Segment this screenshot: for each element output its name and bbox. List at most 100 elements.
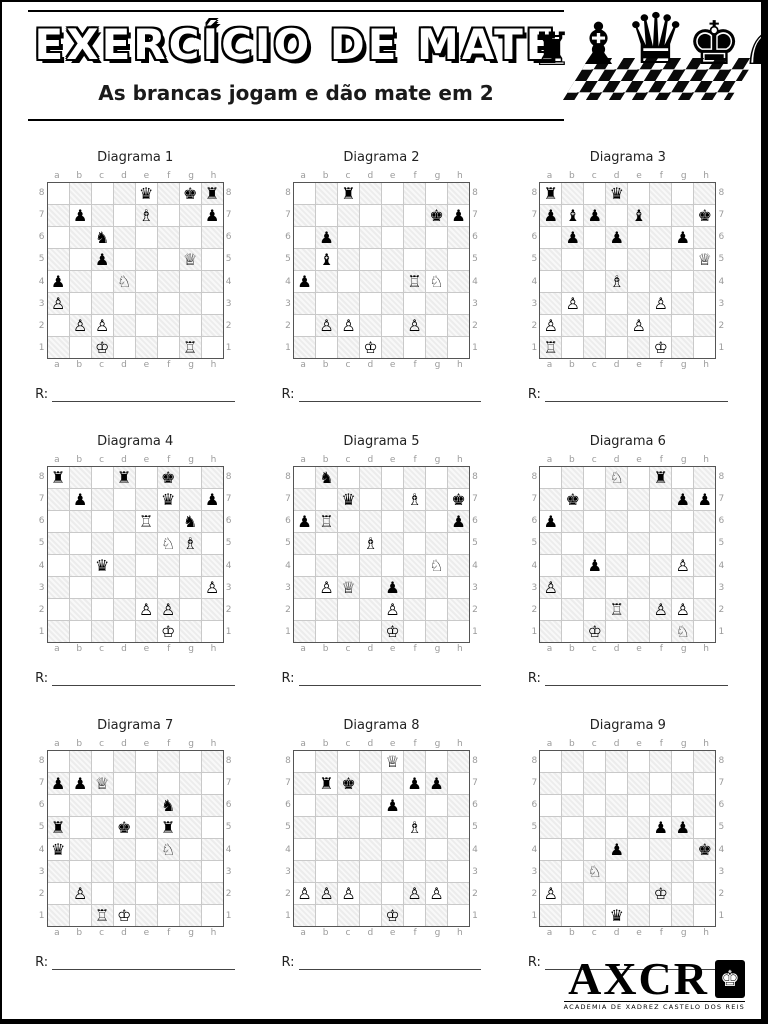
square-d4	[113, 555, 135, 576]
file-label: e	[636, 644, 642, 654]
square-g4	[179, 555, 201, 576]
chess-board: ♟ ♟ ♟ ♚ ♘ ♙ ♔ ♛	[539, 750, 717, 927]
answer-label: R:	[527, 387, 541, 402]
square-c5	[91, 817, 113, 838]
rank-label: 5	[531, 538, 538, 549]
square-c7	[91, 489, 113, 510]
answer-blank-line	[298, 671, 482, 686]
rank-label: 7	[531, 210, 538, 221]
square-g4	[672, 271, 694, 292]
square-f1	[650, 621, 672, 642]
square-a6: ♟	[540, 511, 562, 532]
square-a7: ♟	[540, 205, 562, 226]
file-label: a	[300, 171, 306, 181]
square-c2: ♙	[91, 315, 113, 336]
file-labels: a b c d e f g h	[538, 928, 717, 938]
answer-row: R:	[528, 671, 728, 686]
square-e2: ♙	[135, 599, 157, 620]
square-b3: ♙	[562, 293, 584, 314]
square-d4	[606, 555, 628, 576]
square-g8	[672, 467, 694, 488]
square-b2	[315, 599, 337, 620]
square-a5	[540, 817, 562, 838]
file-label: f	[167, 928, 171, 938]
square-g2	[672, 883, 694, 904]
piece-white-rook: ♖	[543, 337, 558, 357]
square-d5	[606, 817, 628, 838]
file-label: e	[143, 360, 150, 370]
file-label: g	[434, 360, 441, 370]
square-c8	[91, 751, 113, 772]
rank-label: 5	[718, 254, 725, 265]
piece-black-pawn: ♟	[675, 489, 690, 509]
square-c3	[91, 861, 113, 882]
square-d2	[113, 599, 135, 620]
file-label: c	[99, 360, 105, 370]
square-e2	[628, 599, 650, 620]
piece-white-pawn: ♙	[319, 315, 334, 335]
square-f8	[650, 183, 672, 204]
square-f3	[403, 293, 425, 314]
file-label: f	[413, 171, 417, 181]
square-g4	[425, 839, 447, 860]
square-d7	[359, 773, 381, 794]
square-a2	[293, 315, 315, 336]
piece-black-rook: ♜	[653, 467, 668, 487]
square-b7	[315, 489, 337, 510]
square-h6	[447, 795, 469, 816]
square-b3	[69, 861, 91, 882]
square-g1	[672, 337, 694, 358]
rank-label: 1	[285, 626, 291, 637]
square-a4	[293, 555, 315, 576]
file-label: b	[322, 455, 329, 465]
file-label: h	[456, 928, 463, 938]
piece-black-king: ♚	[160, 467, 176, 487]
piece-black-rook: ♜	[116, 467, 132, 487]
file-labels: a b c d e f g h	[46, 360, 225, 370]
piece-black-pawn: ♟	[50, 773, 66, 793]
piece-white-knight: ♘	[429, 555, 444, 575]
square-h3	[201, 861, 223, 882]
piece-white-pawn: ♙	[385, 599, 400, 619]
square-d5: ♚	[113, 817, 135, 838]
square-f1: ♔	[650, 337, 672, 358]
square-c3: ♘	[584, 861, 606, 882]
piece-white-king: ♔	[94, 337, 110, 357]
square-g5	[425, 249, 447, 270]
square-h3	[447, 861, 469, 882]
square-d8	[359, 751, 381, 772]
square-c8	[584, 183, 606, 204]
chess-board-with-coordinates: a b c d e f g h 8 7 6 5 4 3 2 1 ♞ ♛ ♗ ♚ ♟ ♖ ♟ ♗ ♘ ♙ ♕ ♟ ♙ ♔ 8 7 6 5 4 3 2 1 a b…	[283, 454, 480, 655]
piece-black-pawn: ♟	[72, 205, 88, 225]
square-d3	[113, 293, 135, 314]
chess-pieces-cluster: ♜♝♛♚♞	[531, 4, 761, 77]
diagrams-grid: Diagrama 1 a b c d e f g h 8 7 6 5 4 3 2 1 ♛ ♚ ♜ ♟ ♗ ♟ ♞ ♟ ♕ ♟ ♘ ♙ ♙ ♙…	[2, 128, 761, 970]
rank-labels: 8 7 6 5 4 3 2 1	[716, 182, 726, 359]
rank-label: 4	[225, 844, 232, 855]
square-b5	[69, 533, 91, 554]
rank-label: 6	[285, 800, 291, 811]
square-b6	[69, 227, 91, 248]
rank-label: 2	[225, 320, 232, 331]
file-label: b	[322, 360, 329, 370]
file-labels: a b c d e f g h	[292, 455, 471, 465]
piece-white-pawn: ♙	[429, 883, 444, 903]
rank-label: 3	[531, 298, 538, 309]
square-a7	[293, 489, 315, 510]
piece-white-bishop: ♗	[138, 205, 154, 225]
file-label: a	[546, 455, 553, 465]
square-g3	[425, 577, 447, 598]
square-e7: ♝	[628, 205, 650, 226]
square-h5	[447, 817, 469, 838]
square-h4	[447, 555, 469, 576]
square-h1	[201, 621, 223, 642]
file-label: d	[367, 171, 374, 181]
file-label: f	[167, 171, 171, 181]
rank-label: 4	[472, 844, 478, 855]
diagram-title: Diagrama 4	[97, 434, 174, 449]
square-g3	[425, 293, 447, 314]
diagram-5: Diagrama 5 a b c d e f g h 8 7 6 5 4 3 2 1 ♞ ♛ ♗ ♚ ♟ ♖ ♟ ♗ ♘ ♙ ♕ ♟ ♙ ♔…	[258, 434, 504, 686]
square-b5	[315, 533, 337, 554]
square-b8	[562, 183, 584, 204]
rank-label: 5	[38, 254, 45, 265]
